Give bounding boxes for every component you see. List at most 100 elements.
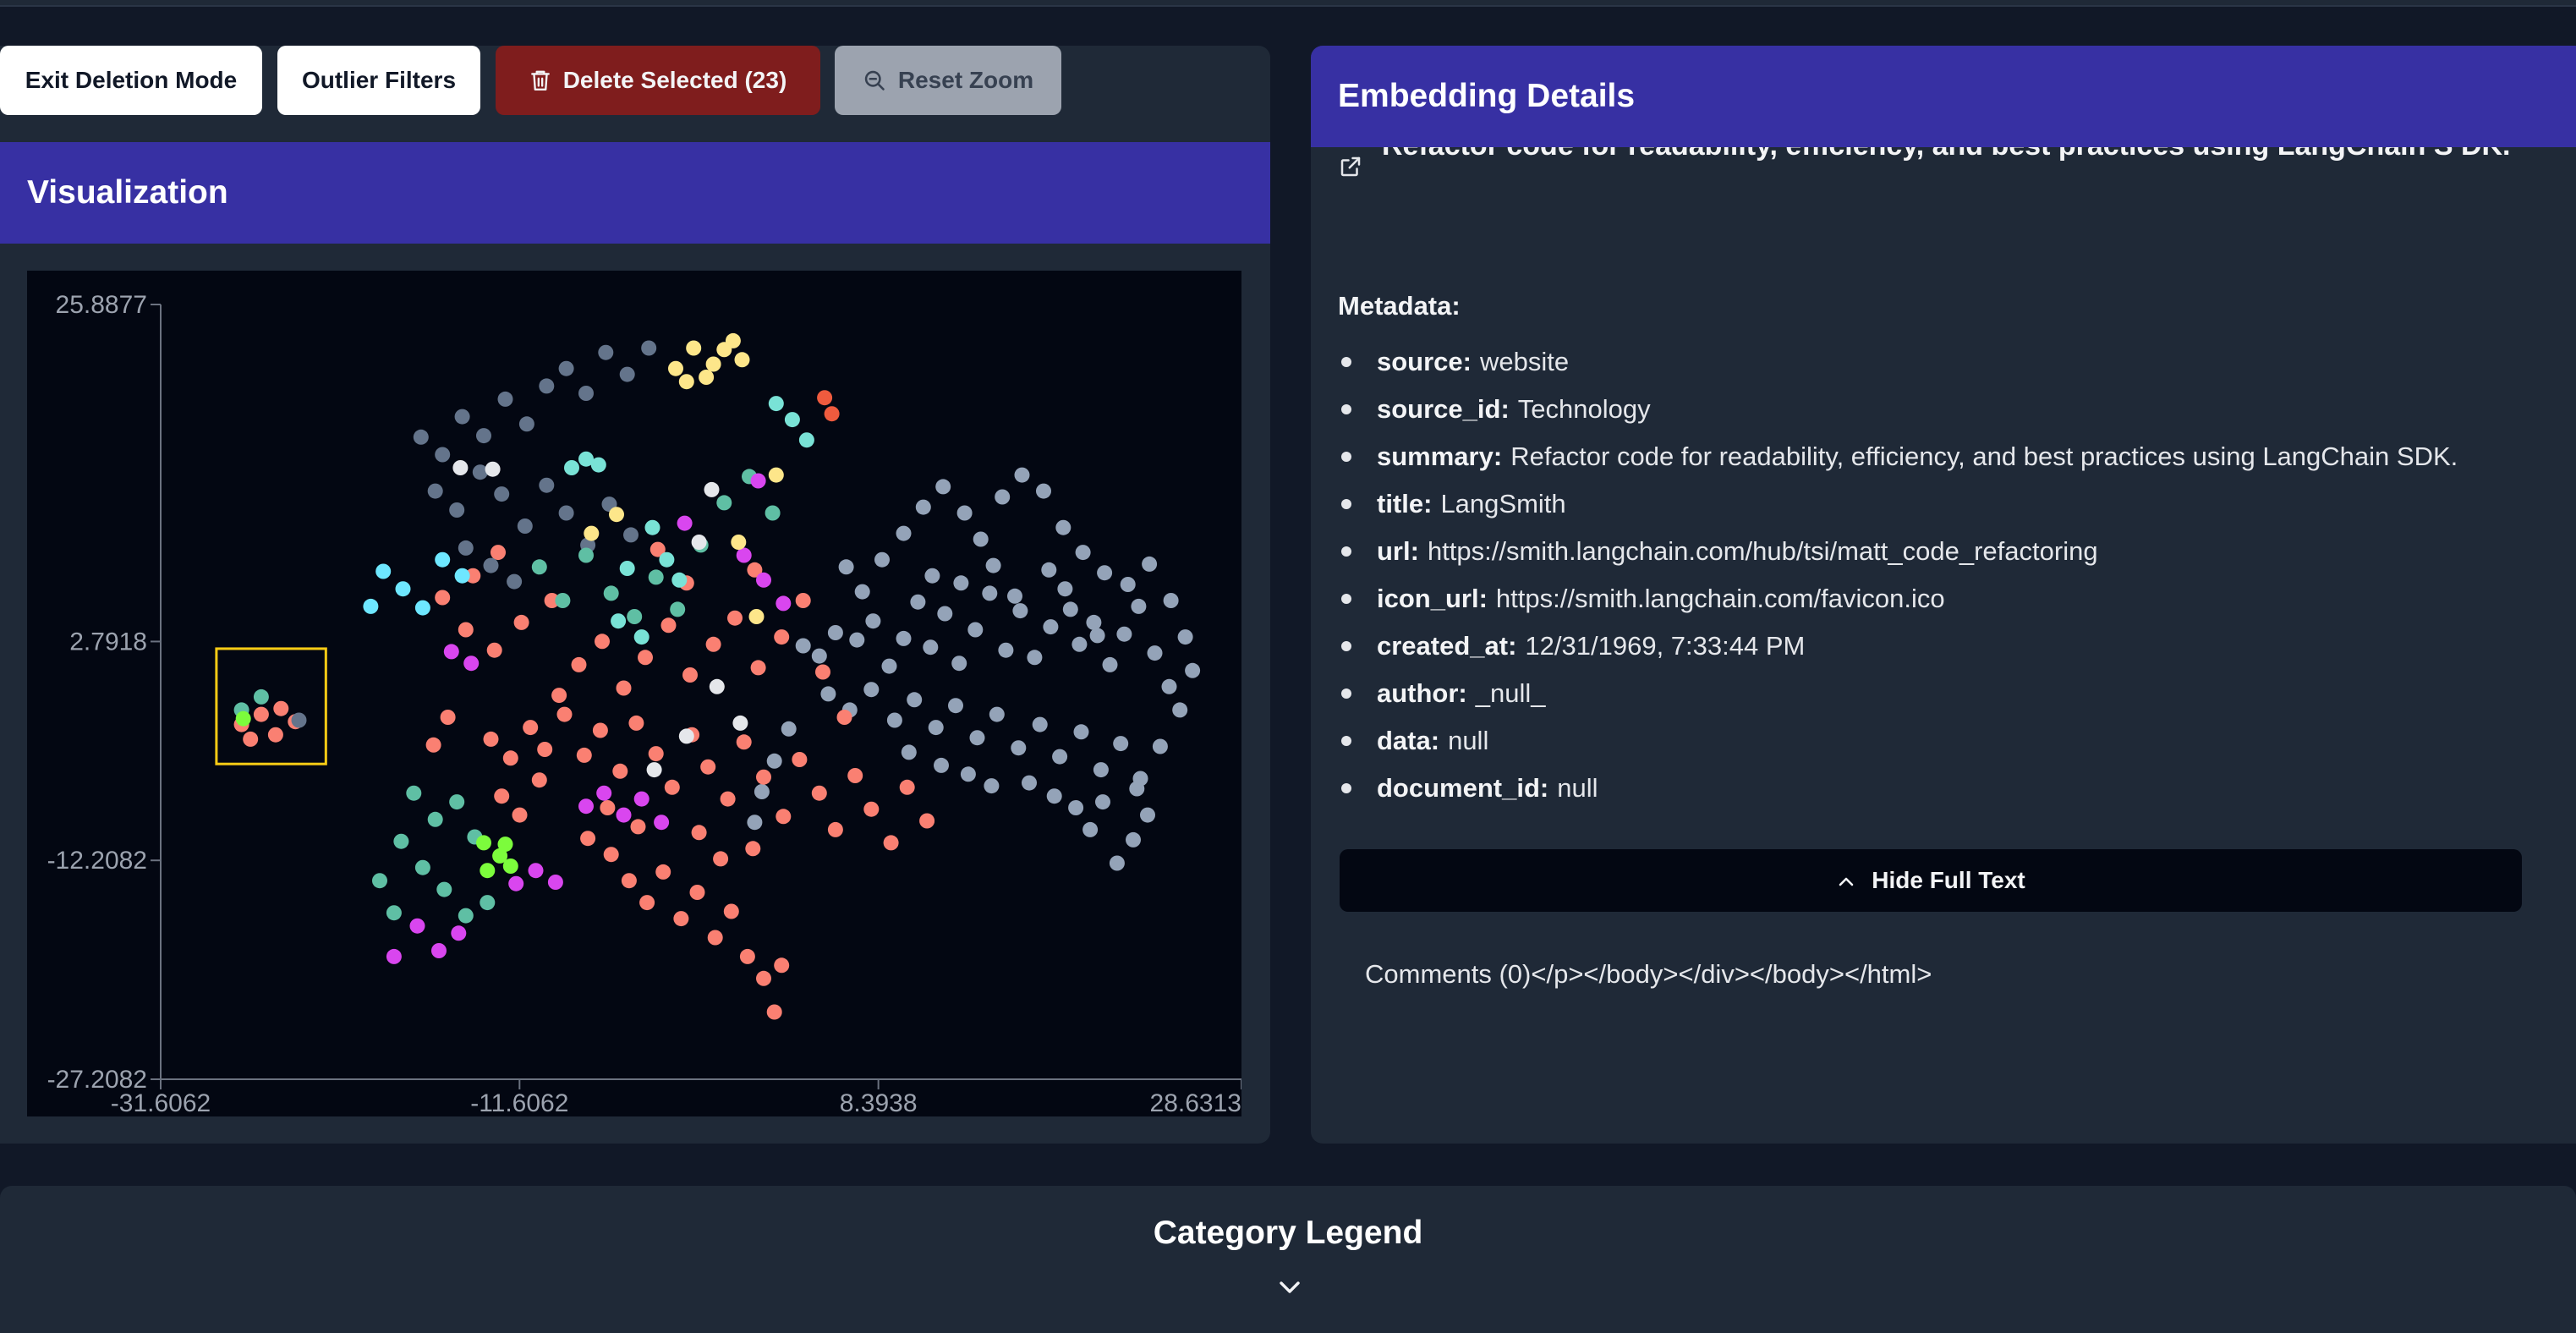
data-point[interactable] xyxy=(235,710,251,727)
data-point[interactable] xyxy=(707,930,723,946)
data-point[interactable] xyxy=(427,483,443,499)
data-point[interactable] xyxy=(633,629,649,645)
data-point[interactable] xyxy=(580,831,596,847)
data-point[interactable] xyxy=(502,750,518,766)
data-point[interactable] xyxy=(393,833,409,849)
data-point[interactable] xyxy=(395,581,411,597)
data-point[interactable] xyxy=(267,727,283,743)
data-point[interactable] xyxy=(736,734,752,750)
data-point[interactable] xyxy=(1152,738,1168,754)
data-point[interactable] xyxy=(795,638,811,654)
data-point[interactable] xyxy=(798,432,814,448)
data-point[interactable] xyxy=(291,712,307,728)
data-point[interactable] xyxy=(973,531,989,547)
data-point[interactable] xyxy=(678,374,694,390)
scatter-plot[interactable]: 25.8877 2.7918 -12.2082 -27.2082-31.6062 -11… xyxy=(27,271,1241,1116)
data-point[interactable] xyxy=(1073,724,1089,740)
data-point[interactable] xyxy=(670,601,686,617)
data-point[interactable] xyxy=(781,721,797,737)
data-point[interactable] xyxy=(664,779,680,795)
data-point[interactable] xyxy=(700,759,716,775)
data-point[interactable] xyxy=(454,568,470,584)
data-point[interactable] xyxy=(243,731,259,747)
data-point[interactable] xyxy=(1036,483,1051,499)
data-point[interactable] xyxy=(406,785,422,801)
data-point[interactable] xyxy=(452,460,469,475)
data-point[interactable] xyxy=(691,535,707,550)
data-point[interactable] xyxy=(435,551,451,568)
data-point[interactable] xyxy=(409,918,425,934)
data-point[interactable] xyxy=(673,911,689,927)
data-point[interactable] xyxy=(600,800,616,815)
data-point[interactable] xyxy=(623,527,639,543)
data-point[interactable] xyxy=(883,835,899,851)
data-point[interactable] xyxy=(824,406,840,422)
data-point[interactable] xyxy=(454,409,470,425)
data-point[interactable] xyxy=(747,562,763,578)
data-point[interactable] xyxy=(436,881,452,897)
data-point[interactable] xyxy=(677,515,693,531)
data-point[interactable] xyxy=(492,848,508,864)
data-point[interactable] xyxy=(1113,736,1129,752)
data-point[interactable] xyxy=(689,885,705,900)
data-point[interactable] xyxy=(435,447,451,463)
chevron-down-icon[interactable] xyxy=(1275,1275,1304,1299)
data-point[interactable] xyxy=(571,656,587,672)
data-point[interactable] xyxy=(544,593,560,608)
data-point[interactable] xyxy=(1147,645,1163,661)
data-point[interactable] xyxy=(732,715,748,731)
data-point[interactable] xyxy=(649,541,666,557)
data-point[interactable] xyxy=(564,460,579,475)
data-point[interactable] xyxy=(518,416,534,432)
data-point[interactable] xyxy=(1177,629,1193,645)
data-point[interactable] xyxy=(1097,565,1113,581)
data-point[interactable] xyxy=(1120,577,1136,592)
data-point[interactable] xyxy=(512,807,528,823)
data-point[interactable] xyxy=(494,788,510,804)
data-point[interactable] xyxy=(756,970,771,986)
data-point[interactable] xyxy=(555,593,571,608)
data-point[interactable] xyxy=(811,648,827,664)
data-point[interactable] xyxy=(1095,794,1110,810)
data-point[interactable] xyxy=(578,451,594,467)
data-point[interactable] xyxy=(951,656,967,672)
data-point[interactable] xyxy=(1172,702,1188,718)
data-point[interactable] xyxy=(590,457,606,473)
data-point[interactable] xyxy=(633,791,649,807)
data-point[interactable] xyxy=(1055,519,1072,535)
data-point[interactable] xyxy=(523,720,539,736)
data-point[interactable] xyxy=(1142,556,1158,572)
data-point[interactable] xyxy=(648,746,664,762)
data-point[interactable] xyxy=(748,609,765,624)
data-point[interactable] xyxy=(578,798,594,815)
data-point[interactable] xyxy=(458,622,474,638)
details-scroll-area[interactable]: Refactor code for readability, efficienc… xyxy=(1311,147,2576,1144)
data-point[interactable] xyxy=(616,807,632,823)
data-point[interactable] xyxy=(528,863,544,879)
data-point[interactable] xyxy=(874,551,890,568)
data-point[interactable] xyxy=(815,664,830,680)
data-point[interactable] xyxy=(435,590,451,606)
external-link-icon[interactable] xyxy=(1338,154,1367,184)
data-point[interactable] xyxy=(750,660,766,676)
delete-selected-button[interactable]: Delete Selected (23) xyxy=(496,46,820,115)
data-point[interactable] xyxy=(1068,800,1084,815)
data-point[interactable] xyxy=(827,625,843,640)
data-point[interactable] xyxy=(603,585,619,601)
data-point[interactable] xyxy=(849,632,865,648)
data-point[interactable] xyxy=(443,644,459,660)
data-point[interactable] xyxy=(630,819,646,835)
data-point[interactable] xyxy=(838,559,854,575)
data-point[interactable] xyxy=(682,667,698,683)
data-point[interactable] xyxy=(655,864,671,880)
data-point[interactable] xyxy=(558,505,574,521)
data-point[interactable] xyxy=(531,559,547,575)
data-point[interactable] xyxy=(956,505,973,521)
data-point[interactable] xyxy=(576,747,592,763)
data-point[interactable] xyxy=(638,650,653,666)
data-point[interactable] xyxy=(924,568,940,584)
data-points[interactable] xyxy=(233,332,1201,1020)
data-point[interactable] xyxy=(414,600,430,616)
data-point[interactable] xyxy=(639,895,655,911)
data-point[interactable] xyxy=(616,680,632,696)
